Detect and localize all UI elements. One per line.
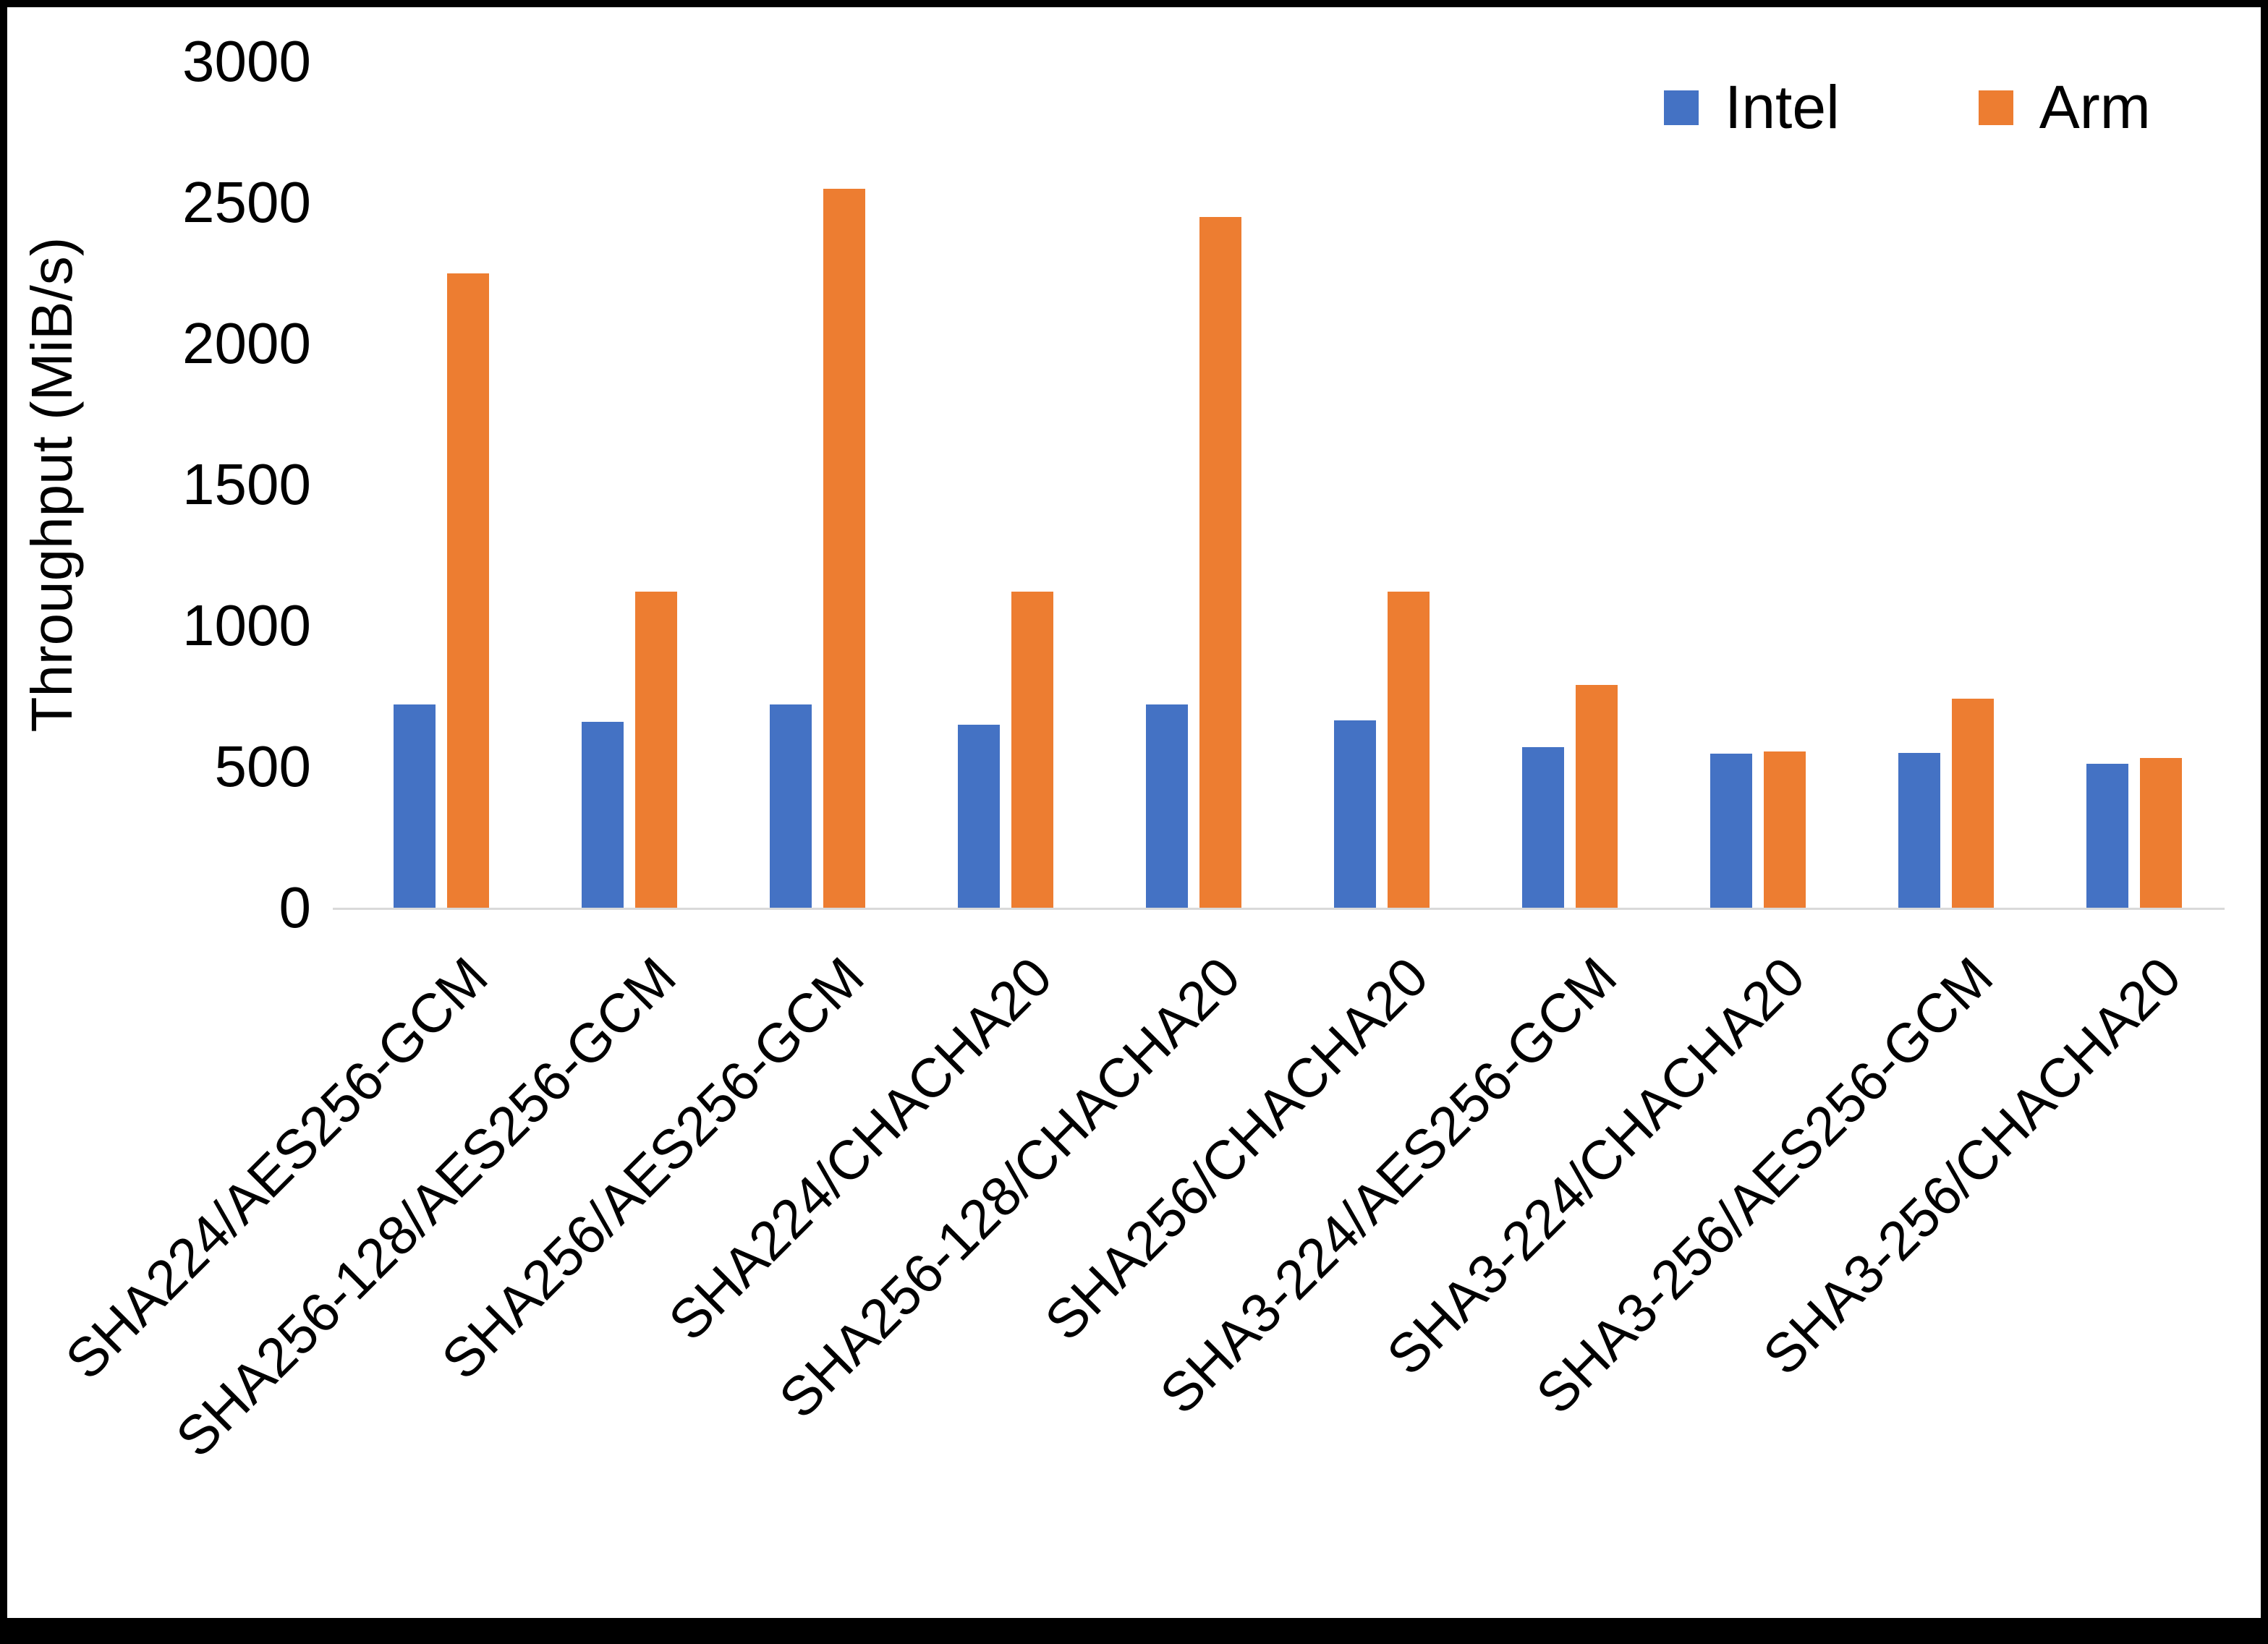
plot-area: Throughput (MiB/s) 0 500 1000 1500 2000 2500 3… xyxy=(7,7,2261,1618)
bar-intel-1 xyxy=(582,721,624,908)
bar-arm-2 xyxy=(823,188,865,908)
y-tick-label: 2000 xyxy=(182,311,311,375)
bar-arm-4 xyxy=(1199,216,1241,908)
bar-intel-3 xyxy=(958,724,1000,908)
bar-arm-8 xyxy=(1952,699,1994,908)
bar-arm-1 xyxy=(635,592,677,908)
bar-intel-7 xyxy=(1710,754,1752,908)
x-axis-line xyxy=(333,908,2225,910)
bar-intel-8 xyxy=(1898,752,1940,908)
y-tick-label: 3000 xyxy=(182,29,311,93)
bar-intel-2 xyxy=(770,704,812,908)
bar-intel-0 xyxy=(394,704,436,908)
bar-arm-7 xyxy=(1764,751,1806,908)
y-tick-label: 0 xyxy=(279,875,312,940)
bar-arm-3 xyxy=(1011,592,1053,908)
legend-label-intel: Intel xyxy=(1725,73,1840,141)
legend: Intel Arm xyxy=(1664,72,2151,142)
bar-intel-9 xyxy=(2086,764,2128,908)
bar-arm-6 xyxy=(1576,684,1618,908)
legend-swatch-arm xyxy=(1978,90,2013,125)
y-tick-label: 1500 xyxy=(182,452,311,516)
legend-label-arm: Arm xyxy=(2039,73,2151,141)
bar-intel-6 xyxy=(1522,746,1564,908)
bar-intel-4 xyxy=(1146,704,1188,908)
legend-swatch-intel xyxy=(1664,90,1699,125)
bar-arm-0 xyxy=(447,273,489,908)
y-tick-label: 500 xyxy=(214,734,311,798)
y-tick-label: 1000 xyxy=(182,593,311,657)
bar-arm-9 xyxy=(2140,758,2182,908)
bar-intel-5 xyxy=(1334,720,1376,908)
y-tick-label: 2500 xyxy=(182,170,311,234)
bar-arm-5 xyxy=(1388,592,1430,908)
